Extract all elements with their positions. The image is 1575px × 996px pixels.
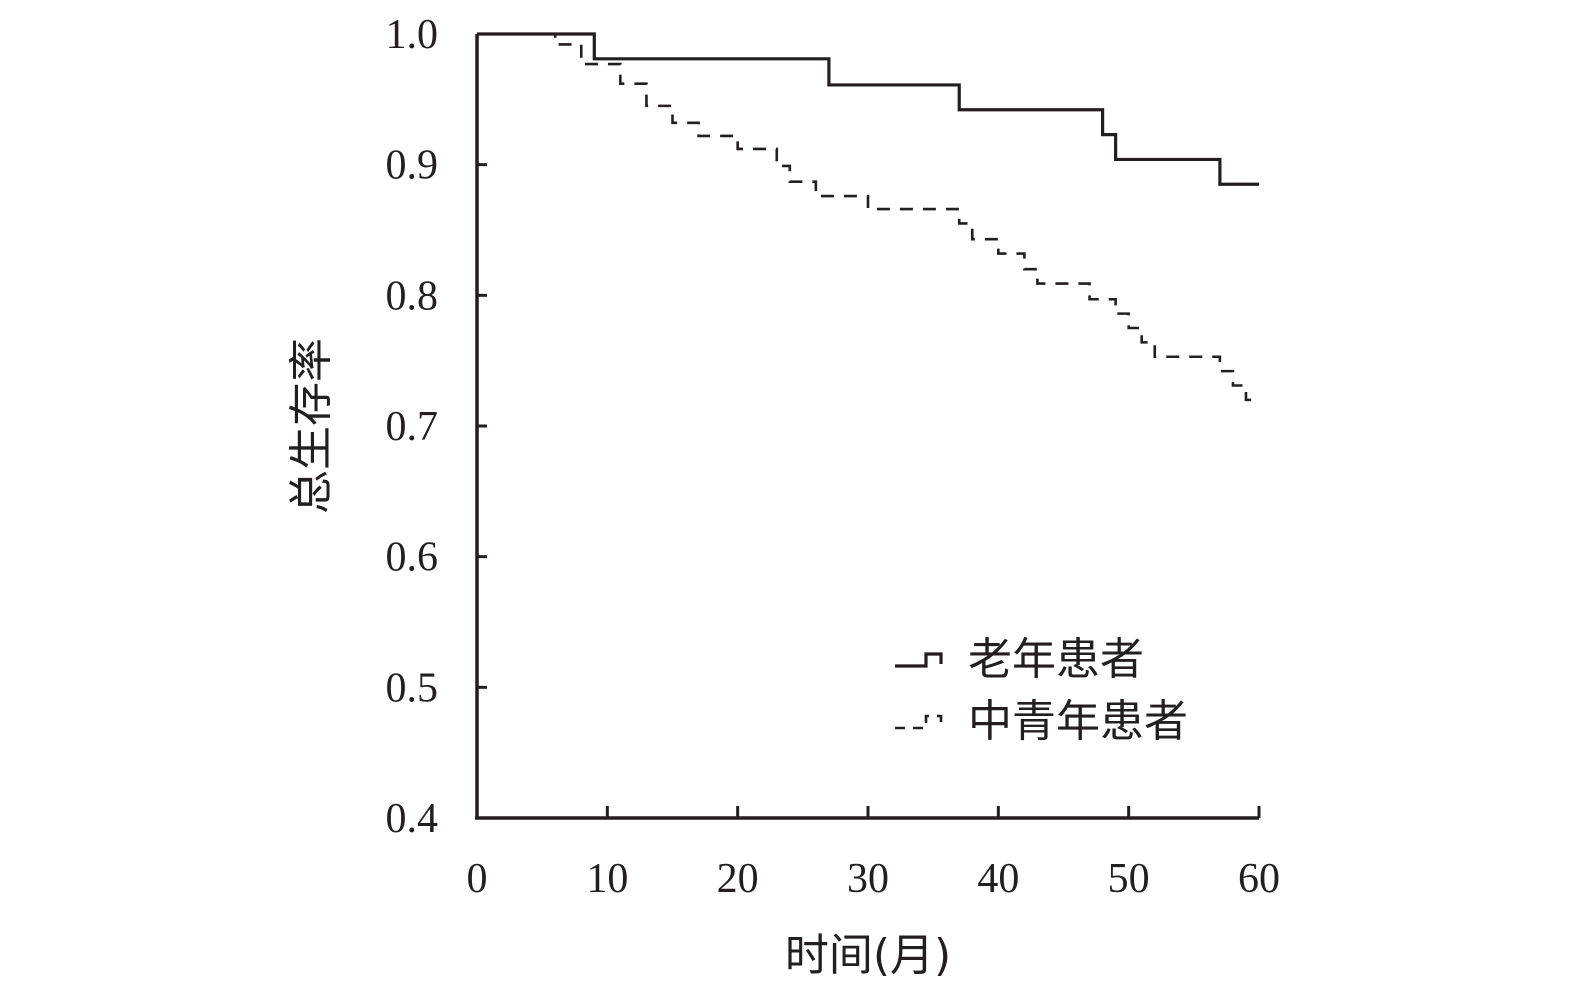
y-tick-label: 0.5 bbox=[386, 665, 439, 711]
x-tick-label: 10 bbox=[586, 856, 628, 902]
series-layer bbox=[477, 32, 1259, 402]
x-tick-label: 50 bbox=[1108, 856, 1150, 902]
y-axis-ticks: 0.4 0.5 0.6 0.7 0.8 0.9 1.0 bbox=[386, 12, 487, 842]
x-tick-label: 30 bbox=[847, 856, 889, 902]
y-tick-label: 0.9 bbox=[386, 143, 439, 189]
legend-label: 老年患者 bbox=[968, 634, 1144, 685]
x-tick-label: 60 bbox=[1238, 856, 1280, 902]
series-line-young-middle-aged bbox=[477, 32, 1259, 402]
y-tick-label: 0.8 bbox=[386, 273, 439, 319]
legend-symbol bbox=[895, 714, 943, 730]
y-tick-label: 0.4 bbox=[386, 796, 439, 842]
x-tick-label: 0 bbox=[467, 856, 488, 902]
legend-label: 中青年患者 bbox=[968, 696, 1188, 747]
y-tick-label: 0.6 bbox=[386, 535, 439, 581]
x-axis-ticks: 0 10 20 30 40 50 60 bbox=[467, 806, 1280, 902]
y-tick-label: 1.0 bbox=[386, 12, 439, 58]
legend-symbol bbox=[895, 652, 943, 668]
y-axis-title: 总生存率 bbox=[286, 338, 337, 514]
x-tick-label: 20 bbox=[717, 856, 759, 902]
x-axis-title: 时间(月) bbox=[785, 930, 951, 981]
y-tick-label: 0.7 bbox=[386, 404, 439, 450]
x-tick-label: 40 bbox=[977, 856, 1019, 902]
series-line-elderly bbox=[477, 32, 1259, 186]
